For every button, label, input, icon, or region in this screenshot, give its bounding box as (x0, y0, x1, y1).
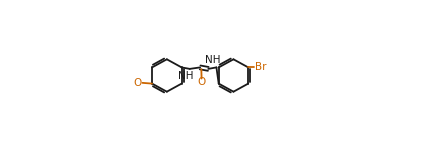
Text: O: O (134, 78, 142, 88)
Text: NH: NH (205, 55, 220, 65)
Text: O: O (197, 77, 206, 87)
Text: NH: NH (178, 71, 194, 81)
Text: Br: Br (255, 62, 266, 72)
